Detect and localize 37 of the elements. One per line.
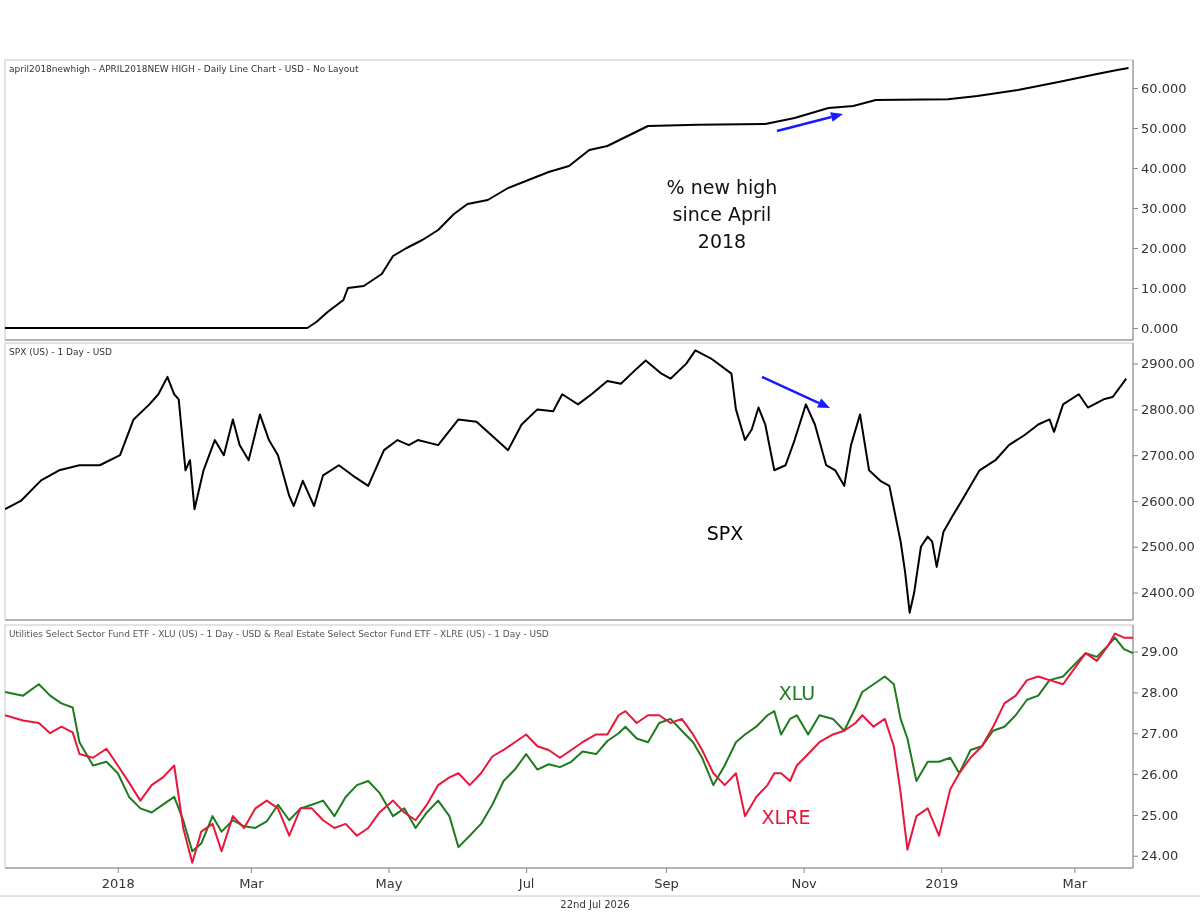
y-tick-label: 0.000 (1141, 320, 1179, 336)
x-tick-label: Jul (517, 875, 535, 891)
y-tick-label: 25.00 (1141, 807, 1179, 823)
chart-title: Utilities Select Sector Fund ETF - XLU (US) - 1 Day - USD & Real Estate Select Sector Fund ETF - XLRE (US) - 1 Day - USD (9, 629, 549, 639)
y-tick-label: 30.000 (1141, 200, 1187, 216)
y-tick-label: 10.000 (1141, 280, 1187, 296)
line-series (5, 67, 1130, 329)
text: 22nd Jul 2026 (560, 899, 630, 910)
x-tick-label: Mar (1062, 875, 1088, 891)
x-tick-label: Nov (791, 875, 818, 891)
y-tick-label: 2400.00 (1141, 585, 1195, 601)
y-tick-label: 20.000 (1141, 240, 1187, 256)
x-tick-label: Sep (654, 875, 679, 891)
chart-title: SPX (US) - 1 Day - USD (9, 347, 113, 357)
y-tick-label: 2800.00 (1141, 402, 1195, 418)
y-tick-label: 2900.00 (1141, 356, 1195, 372)
y-tick-label: 26.00 (1141, 766, 1179, 782)
y-tick-label: 2600.00 (1141, 493, 1195, 509)
series-label: XLRE (761, 806, 811, 828)
chart-title: april2018newhigh - APRIL2018NEW HIGH - Daily Line Chart - USD - No Layout (9, 64, 360, 74)
y-tick-label: 60.000 (1141, 80, 1187, 96)
series-label: XLU (778, 682, 816, 704)
annotation: % new high since April 2018 (666, 176, 778, 252)
y-tick-label: 28.00 (1141, 685, 1179, 701)
y-tick-label: 2500.00 (1141, 539, 1195, 555)
y-tick-label: 40.000 (1141, 160, 1187, 176)
x-tick-label: May (375, 875, 403, 891)
y-tick-label: 29.00 (1141, 644, 1179, 660)
y-tick-label: 27.00 (1141, 725, 1179, 741)
x-tick-label: 2019 (925, 875, 959, 891)
x-tick-label: 2018 (101, 875, 135, 891)
y-tick-label: 50.000 (1141, 120, 1187, 136)
line-series (5, 349, 1128, 614)
y-tick-label: 2700.00 (1141, 447, 1195, 463)
text: SPX (706, 522, 744, 544)
x-tick-label: Mar (239, 875, 265, 891)
y-tick-label: 24.00 (1141, 848, 1179, 864)
